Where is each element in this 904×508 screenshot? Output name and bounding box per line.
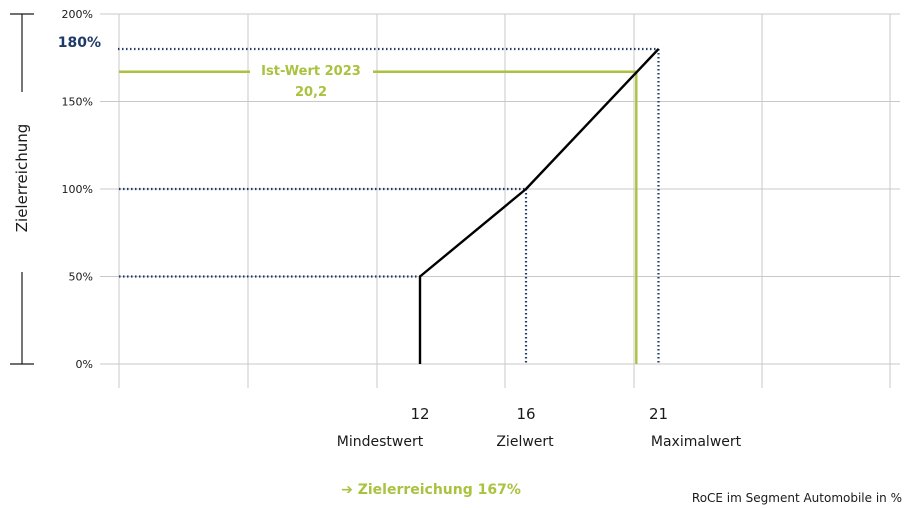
result-text: ➔ Zielerreichung 167% [341,482,521,498]
y-tick-label: 100% [62,183,93,196]
y-tick-label: 200% [62,8,93,21]
threshold-guides [118,47,660,364]
y-axis-ticks: 0% 50% 100% 150% 200% [62,8,93,371]
actual-value-title: Ist-Wert 2023 [261,64,361,79]
x-tick-label-16: 16 [516,405,535,423]
y-axis-label-group: Zielerreichung [10,13,34,365]
x-tick-label-12: 12 [410,405,429,423]
y-axis-label: Zielerreichung [13,124,31,233]
y-tick-label: 150% [62,96,93,109]
threshold-name-mindestwert: Mindestwert [337,434,424,450]
max-achievement-label: 180% [58,35,101,51]
threshold-name-maximalwert: Maximalwert [651,434,742,450]
grid [100,13,900,388]
series-line-0 [418,48,660,364]
actual-value-number: 20,2 [295,85,327,100]
annotation-background [250,56,373,98]
y-tick-label: 0% [76,358,93,371]
x-axis-labels: 12 Mindestwert 16 Zielwert 21 Maximalwert [337,405,742,450]
actual-value-annotation: Ist-Wert 2023 20,2 [250,56,373,100]
threshold-name-zielwert: Zielwert [496,434,554,450]
series [418,48,660,364]
x-tick-label-21: 21 [649,405,668,423]
y-tick-label: 50% [69,271,93,284]
x-axis-title: RoCE im Segment Automobile in % [692,491,902,505]
actual-value-lines [119,70,638,364]
